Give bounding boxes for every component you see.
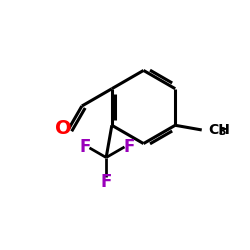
Text: CH: CH bbox=[208, 122, 230, 136]
Text: F: F bbox=[100, 172, 112, 190]
Text: 3: 3 bbox=[218, 127, 226, 137]
Text: F: F bbox=[80, 138, 91, 156]
Text: O: O bbox=[55, 120, 71, 139]
Text: F: F bbox=[123, 138, 134, 156]
